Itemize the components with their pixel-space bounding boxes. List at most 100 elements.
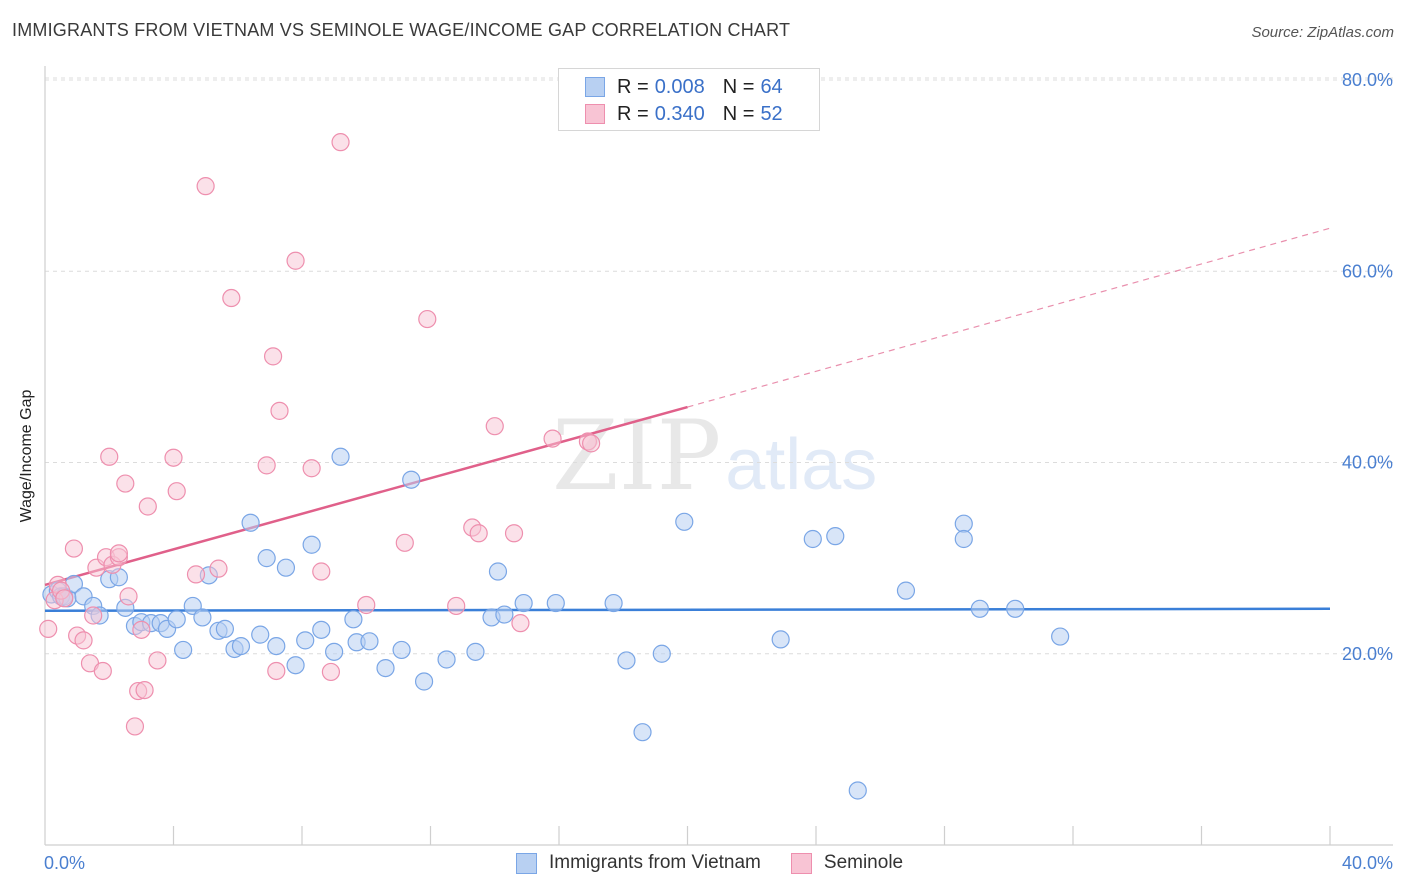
seminole-point xyxy=(116,474,135,493)
vietnam-point xyxy=(803,529,822,549)
series-seminole-points xyxy=(39,133,601,736)
vietnam-point xyxy=(267,636,286,656)
seminole-point xyxy=(138,497,157,516)
seminole-point xyxy=(209,559,228,578)
series-vietnam-points xyxy=(42,447,1070,800)
seminole-point xyxy=(302,459,321,478)
vietnam-point xyxy=(437,650,456,669)
seminole-point xyxy=(447,596,466,616)
r-label: R = xyxy=(617,75,649,98)
vietnam-point xyxy=(414,672,434,691)
vietnam-point xyxy=(826,527,845,546)
vietnam-point xyxy=(514,593,533,613)
vietnam-point xyxy=(392,640,411,660)
vietnam-point xyxy=(312,620,331,639)
seminole-point xyxy=(469,524,488,543)
vietnam-trend-line xyxy=(44,607,1331,612)
seminole-point xyxy=(321,662,341,682)
y-tick-label: 20.0% xyxy=(1342,644,1393,664)
stats-legend-row-seminole: R = 0.340 N = 52 xyxy=(585,102,783,126)
tick-labels: 20.0% 40.0% 60.0% 80.0% 0.0% 40.0% xyxy=(44,70,1393,873)
seminole-point xyxy=(543,429,562,448)
seminole-point xyxy=(186,565,206,584)
seminole-point xyxy=(74,631,93,650)
vietnam-point xyxy=(325,642,344,661)
vietnam-point xyxy=(675,512,694,531)
vietnam-point xyxy=(296,631,315,650)
seminole-legend-swatch xyxy=(790,852,812,874)
vietnam-point xyxy=(1006,599,1025,618)
seminole-point xyxy=(485,417,504,436)
vietnam-point xyxy=(360,632,379,651)
seminole-point xyxy=(164,448,183,467)
vietnam-legend-swatch xyxy=(516,852,537,874)
r-value: 0.008 xyxy=(654,75,705,98)
vietnam-point xyxy=(276,558,296,577)
y-tick-label: 40.0% xyxy=(1342,453,1393,473)
seminole-point xyxy=(395,533,414,552)
seminole-point xyxy=(331,133,350,152)
seminole-point xyxy=(148,651,167,670)
vietnam-point xyxy=(344,610,363,629)
seminole-point xyxy=(39,619,58,638)
seminole-point xyxy=(119,587,138,606)
vietnam-point xyxy=(617,651,636,670)
vietnam-point xyxy=(402,470,421,489)
vietnam-point xyxy=(633,723,652,742)
vietnam-point xyxy=(215,619,234,638)
stats-legend-row-vietnam: R = 0.008 N = 64 xyxy=(585,75,783,99)
x-tick-label: 0.0% xyxy=(44,853,85,873)
vietnam-point xyxy=(848,781,867,800)
vietnam-point xyxy=(970,599,989,618)
seminole-point xyxy=(84,606,103,625)
vietnam-point xyxy=(302,535,321,554)
seminole-point xyxy=(357,595,376,615)
vietnam-point xyxy=(231,636,251,656)
y-tick-label: 80.0% xyxy=(1342,70,1393,90)
legend-label-seminole: Seminole xyxy=(823,852,904,873)
n-label: N = xyxy=(722,75,755,98)
vietnam-point xyxy=(652,644,671,663)
seminole-point xyxy=(222,288,241,308)
seminole-point xyxy=(125,717,145,736)
vietnam-point xyxy=(286,656,305,675)
n-value: 52 xyxy=(760,102,783,125)
stats-legend: R = 0.008 N = 64 R = 0.340 N = 52 xyxy=(558,68,820,131)
grid-lines xyxy=(45,77,1393,655)
chart-title: IMMIGRANTS FROM VIETNAM VS SEMINOLE WAGE… xyxy=(12,20,791,40)
vietnam-point xyxy=(1051,627,1070,646)
seminole-point xyxy=(196,177,215,196)
axes xyxy=(44,66,1393,846)
seminole-point xyxy=(100,447,119,466)
seminole-point xyxy=(257,456,276,475)
seminole-point xyxy=(582,434,601,453)
vietnam-point xyxy=(331,447,350,466)
r-value: 0.340 xyxy=(654,102,705,125)
x-tick-label: 40.0% xyxy=(1342,853,1393,873)
seminole-point xyxy=(312,562,331,581)
seminole-point xyxy=(286,251,305,270)
seminole-point xyxy=(418,309,437,329)
r-label: R = xyxy=(617,102,649,125)
vietnam-point xyxy=(546,593,565,613)
seminole-point xyxy=(167,482,186,501)
seminole-point xyxy=(93,661,112,681)
seminole-point xyxy=(267,661,286,681)
vietnam-point xyxy=(771,630,790,649)
vietnam-point xyxy=(241,513,260,532)
seminole-point xyxy=(504,524,524,543)
vietnam-point xyxy=(488,562,508,581)
legend-item-seminole: Seminole xyxy=(790,852,904,874)
legend-item-vietnam: Immigrants from Vietnam xyxy=(516,852,761,874)
y-tick-label: 60.0% xyxy=(1342,261,1393,281)
vietnam-point xyxy=(251,625,270,644)
n-value: 64 xyxy=(760,75,783,98)
seminole-point xyxy=(270,401,289,420)
seminole-point xyxy=(109,544,128,563)
vietnam-swatch xyxy=(585,77,605,97)
seminole-point xyxy=(132,620,151,639)
vietnam-point xyxy=(193,608,212,627)
source-label: Source: ZipAtlas.com xyxy=(1251,24,1394,41)
seminole-point xyxy=(55,589,74,608)
